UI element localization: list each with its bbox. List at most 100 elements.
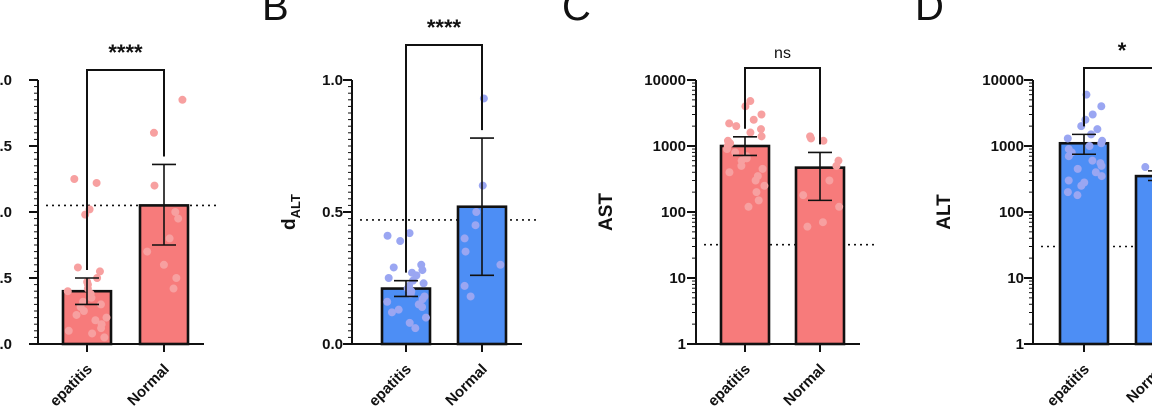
data-point [384,274,393,282]
data-point [405,229,414,238]
data-point [799,191,808,200]
data-point [418,303,427,312]
data-point [825,176,834,185]
error-bar [152,163,176,246]
y-axis-label: ALT [934,194,955,230]
y-tick-label: 10000 [982,72,1024,89]
data-point [756,125,765,134]
data-point [460,234,469,243]
data-point [1073,164,1082,173]
x-category-label: Norma [1123,360,1152,406]
data-point [91,316,100,325]
data-point [725,119,734,128]
data-point [1088,110,1097,119]
y-tick-label: 1 [678,336,686,353]
y-tick-label: 2.0 [0,72,12,89]
data-point [165,234,174,243]
minor-ticks [692,82,696,325]
panel-a: 0.0 0.5 1.0 1.5 2.0 epatitis Normal **** [0,40,218,410]
significance-bracket: **** [86,40,165,270]
y-tick-label: 10 [1007,270,1024,287]
significance-bracket: * [1083,38,1152,127]
x-category-label: epatitis [47,361,96,410]
data-point [832,161,841,170]
data-point [389,263,398,272]
error-bar [808,151,832,202]
significance-label: * [1118,38,1127,63]
y-tick-label: 0.5 [0,270,12,287]
y-tick-label: 1.0 [0,204,12,221]
y-tick-label: 1000 [653,138,686,155]
x-category-label: Normal [780,361,829,410]
significance-bracket: **** [405,15,483,273]
error-bar [394,279,418,298]
x-category-label: Normal [442,361,491,410]
data-point [394,305,403,314]
y-tick-label: 100 [661,204,686,221]
data-point [174,214,183,223]
data-point [1093,125,1102,134]
data-point [461,247,470,256]
data-point [731,148,740,157]
data-point [178,95,187,104]
panel-d: 1 10 100 1000 10000 epatitis Norma * ALT D [915,0,1152,410]
data-point [1063,188,1072,197]
bar-normal [1134,174,1152,346]
data-point [460,281,469,290]
data-point [63,287,72,296]
data-point [749,115,758,124]
y-tick-label: 1000 [991,138,1024,155]
data-point [835,202,844,211]
data-point [87,293,96,302]
data-point [732,122,741,131]
data-point [73,263,82,272]
y-tick-label: 0.5 [322,204,343,221]
panel-label: B [262,0,289,29]
data-point [1091,168,1100,177]
data-point [143,247,152,256]
data-point [1141,163,1150,172]
data-points [799,132,844,231]
y-tick-label: 100 [999,204,1024,221]
data-point [744,202,753,211]
data-point [1077,181,1086,190]
data-points [383,229,430,333]
data-point [722,145,731,154]
y-axis-label: AST [596,193,617,231]
error-bar [470,137,494,277]
data-point [421,313,430,322]
data-point [102,313,111,322]
data-point [466,292,475,301]
y-tick-label: 1.5 [0,138,12,155]
data-point [171,208,180,216]
data-point [1097,161,1106,170]
data-point [387,308,396,317]
data-point [159,260,168,269]
error-bar [733,135,757,157]
panel-label: C [562,0,591,29]
data-point [419,279,428,288]
data-point [64,326,73,335]
significance-label: **** [108,40,143,65]
data-point [1063,134,1072,143]
data-point [1085,142,1094,150]
data-point [150,181,159,190]
data-point [746,97,755,106]
data-points [143,95,187,293]
panel-b: 0.0 0.5 1.0 epatitis Normal **** dALT B [262,0,536,410]
data-point [96,300,105,309]
data-point [496,260,505,269]
data-point [1097,139,1106,148]
x-category-label: epatitis [705,361,754,410]
data-point [172,274,181,282]
data-points [1141,163,1150,172]
data-point [79,307,88,315]
y-axis-label: dALT [279,194,303,230]
data-point [1088,156,1097,165]
data-point [806,134,815,143]
data-point [88,329,97,338]
x-category-label: epatitis [366,361,415,410]
data-point [70,175,79,183]
panel-c: 1 10 100 1000 10000 epatitis Normal ns AST C [562,0,874,410]
